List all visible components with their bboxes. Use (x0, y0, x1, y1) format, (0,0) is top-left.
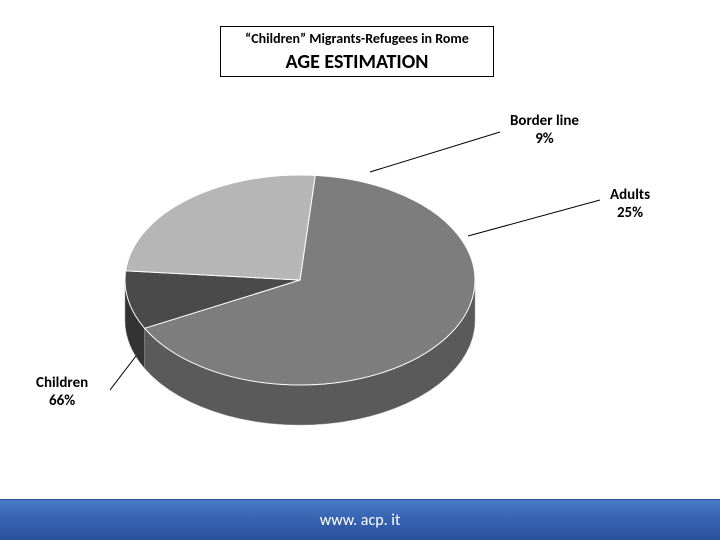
label-adults-name: Adults (610, 186, 650, 204)
title-line1: “Children” Migrants-Refugees in Rome (227, 31, 487, 48)
footer-text: www. acp. it (320, 511, 401, 530)
label-children-name: Children (36, 374, 88, 392)
title-line2: AGE ESTIMATION (227, 50, 487, 74)
label-adults: Adults 25% (610, 186, 650, 222)
title-box: “Children” Migrants-Refugees in Rome AGE… (220, 26, 494, 77)
pie-svg (110, 150, 490, 450)
footer-bar: www. acp. it (0, 499, 720, 540)
label-borderline-name: Border line (510, 112, 579, 130)
label-borderline: Border line 9% (510, 112, 579, 148)
label-adults-pct: 25% (610, 204, 650, 222)
pie-chart (110, 150, 490, 450)
label-children: Children 66% (36, 374, 88, 410)
label-children-pct: 66% (36, 392, 88, 410)
label-borderline-pct: 9% (510, 130, 579, 148)
